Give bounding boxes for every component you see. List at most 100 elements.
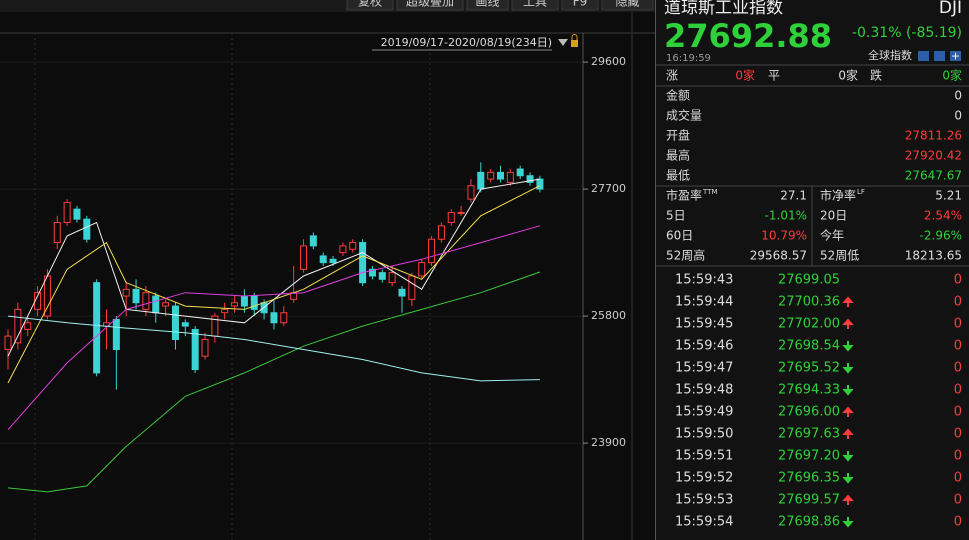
tick-price: 27697.63 (778, 427, 840, 442)
candle-body (83, 218, 91, 240)
toolbar-tab-label: 画线 (475, 0, 499, 9)
stat-label: 成交量 (666, 108, 702, 123)
moving-average (7, 271, 541, 493)
candle-body (487, 171, 495, 180)
stat-value: 27647.67 (905, 169, 962, 183)
tick-time: 15:59:46 (675, 339, 733, 354)
toolbar-tab-label: 工具 (523, 0, 547, 9)
toolbar-tab[interactable] (561, 0, 599, 11)
candle-body (447, 211, 455, 224)
candle-body (359, 242, 367, 284)
stat-label: 开盘 (666, 128, 690, 143)
dropdown-icon[interactable] (558, 39, 568, 46)
ratio-value: 29568.57 (750, 249, 807, 263)
candle-body (457, 211, 465, 214)
stat-label: 金额 (666, 88, 690, 103)
candle-body (349, 242, 357, 250)
candle-body (378, 272, 386, 280)
stat-label: 最高 (666, 148, 690, 163)
stat-value: 27920.42 (905, 149, 962, 163)
tick-price: 27696.00 (778, 405, 840, 420)
tick-price: 27699.57 (778, 493, 840, 508)
toolbar-tab-label: 超级叠加 (406, 0, 454, 9)
tick-time: 15:59:51 (675, 449, 733, 464)
trash-icon[interactable] (934, 51, 945, 61)
tick-time: 15:59:52 (675, 471, 733, 486)
tick-volume: 0 (954, 427, 962, 442)
tick-price: 27696.35 (778, 471, 840, 486)
ratio-value: -1.01% (765, 209, 807, 223)
breadth-label: 跌 (870, 68, 882, 83)
tick-time: 15:59:44 (675, 295, 733, 310)
tick-volume: 0 (954, 493, 962, 508)
ratio-value: 2.54% (924, 209, 962, 223)
candle-body (171, 305, 179, 340)
candle-body (93, 282, 101, 374)
tick-price: 27694.33 (778, 383, 840, 398)
add-icon[interactable] (950, 51, 961, 61)
tick-price: 27700.36 (778, 295, 840, 310)
candle-body (398, 288, 406, 297)
candle-body (280, 312, 288, 324)
stat-value: 27811.26 (905, 129, 962, 143)
edit-icon[interactable] (918, 51, 929, 61)
candle-body (112, 318, 120, 351)
toolbar-tab[interactable] (466, 0, 509, 11)
tick-time: 15:59:43 (675, 273, 733, 288)
candle-body (309, 235, 317, 247)
ratio-value: -2.96% (920, 229, 962, 243)
moving-average (7, 315, 540, 382)
candle-body (4, 335, 12, 351)
toolbar-tab[interactable] (396, 0, 464, 11)
candle-body (536, 178, 544, 190)
ratio-label: 20日 (820, 209, 847, 223)
candle-body (506, 171, 514, 183)
candle-body (53, 222, 61, 244)
lock-icon (571, 34, 578, 40)
candle-body (408, 275, 416, 300)
ratio-value: 5.21 (935, 189, 962, 203)
candle-body (43, 275, 51, 317)
breadth-label: 涨 (666, 68, 678, 83)
moving-average (7, 225, 541, 431)
ratio-label: 市净率 (820, 188, 856, 203)
arrow-down (842, 341, 854, 352)
arrow-up (842, 406, 854, 417)
ratio-label: 60日 (666, 229, 693, 243)
ratio-value: 18213.65 (905, 249, 962, 263)
lock-icon[interactable] (571, 40, 578, 47)
ratio-label: 市盈率 (666, 188, 702, 203)
toolbar-tab[interactable] (346, 0, 394, 11)
toolbar-tab[interactable] (601, 0, 654, 11)
ratio-label: 5日 (666, 209, 686, 223)
toolbar-tab[interactable] (511, 0, 559, 11)
candle-body (250, 295, 258, 310)
quote-change: -0.31% (-85.19) (852, 25, 962, 41)
arrow-up (842, 318, 854, 329)
tick-time: 15:59:47 (675, 361, 733, 376)
breadth-value: 0家 (942, 68, 962, 83)
tick-price: 27699.05 (778, 273, 840, 288)
candle-body (418, 262, 426, 277)
quote-code: DJI (939, 0, 962, 18)
candle-body (181, 322, 189, 327)
tick-volume: 0 (954, 295, 962, 310)
arrow-down (842, 517, 854, 528)
breadth-value: 0家 (735, 68, 755, 83)
candle-body (24, 322, 32, 330)
ratio-label: 52周高 (666, 248, 705, 263)
tick-time: 15:59:49 (675, 405, 733, 420)
market-label: 全球指数 (868, 48, 912, 62)
tick-price: 27695.52 (778, 361, 840, 376)
candle-body (122, 288, 130, 297)
candle-body (162, 302, 170, 307)
candle-body (152, 295, 160, 314)
candle-body (329, 258, 337, 264)
breadth-value: 0家 (838, 68, 858, 83)
add-icon-glyph: + (951, 50, 960, 63)
stat-label: 最低 (666, 169, 690, 183)
y-tick-label: 25800 (591, 309, 626, 322)
ratio-value: 27.1 (780, 189, 807, 203)
tick-time: 15:59:53 (675, 493, 733, 508)
y-tick-label: 29600 (591, 55, 626, 68)
